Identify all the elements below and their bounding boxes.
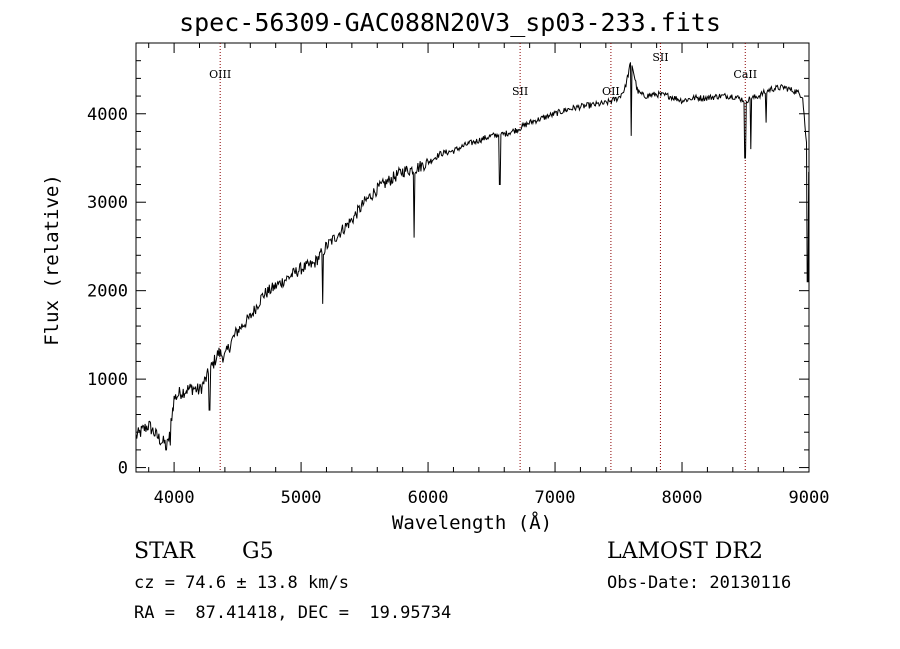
line-marker-label: SII — [652, 51, 668, 64]
y-axis: 0 1000 2000 3000 4000 — [87, 60, 809, 479]
y-axis-label: Flux (relative) — [41, 174, 63, 346]
y-tick-label: 1000 — [87, 370, 128, 390]
chart-title: spec-56309-GAC088N20V3_sp03-233.fits — [179, 8, 721, 37]
x-tick-label: 6000 — [408, 488, 449, 508]
x-tick-label: 4000 — [154, 488, 195, 508]
line-marker-label: SII — [512, 85, 528, 98]
x-axis-label: Wavelength (Å) — [392, 511, 552, 534]
y-tick-label: 3000 — [87, 193, 128, 213]
coordinates-text: RA = 87.41418, DEC = 19.95734 — [134, 603, 452, 623]
obs-date-text: Obs-Date: 20130116 — [607, 573, 792, 593]
survey-label: LAMOST DR2 — [607, 539, 763, 564]
x-tick-label: 5000 — [281, 488, 322, 508]
plot-frame — [135, 42, 810, 473]
spectrum-series — [135, 62, 810, 451]
x-tick-label: 7000 — [535, 488, 576, 508]
y-tick-label: 2000 — [87, 282, 128, 302]
redshift-text: cz = 74.6 ± 13.8 km/s — [134, 573, 349, 593]
emission-line-markers: OIII SII OII SII CaII — [209, 43, 757, 472]
spectrum-line — [135, 62, 810, 451]
line-marker-label: CaII — [733, 68, 757, 81]
y-tick-label: 4000 — [87, 105, 128, 125]
x-tick-label: 8000 — [662, 488, 703, 508]
line-marker-label: OIII — [209, 68, 231, 81]
subclass: G5 — [242, 539, 274, 564]
y-tick-label: 0 — [118, 459, 128, 479]
object-class: STAR — [134, 539, 195, 564]
x-tick-label: 9000 — [789, 488, 830, 508]
plot-border — [135, 42, 810, 473]
line-marker-label: OII — [602, 85, 620, 98]
x-axis: 4000 5000 6000 7000 8000 9000 — [148, 43, 830, 508]
